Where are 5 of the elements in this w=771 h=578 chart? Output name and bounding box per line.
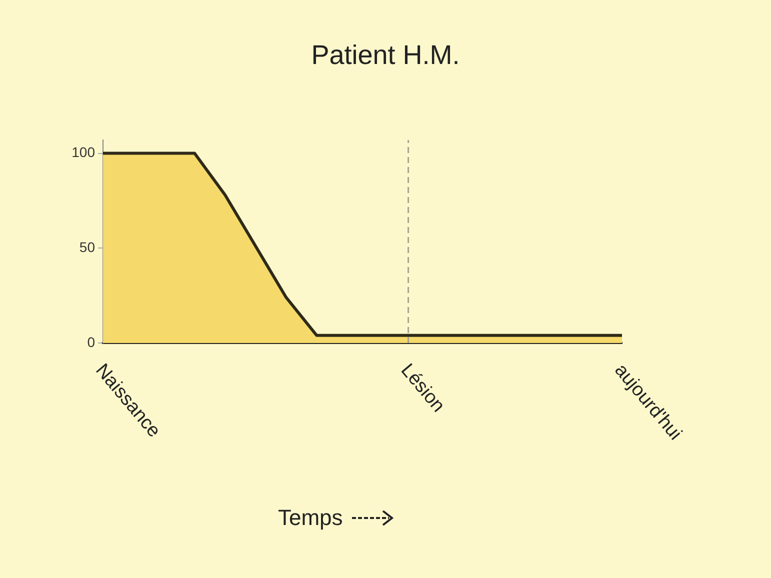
- y-tick-label: 100: [72, 144, 96, 160]
- y-tick-label: 50: [79, 239, 96, 255]
- x-axis-title: Temps: [278, 505, 343, 531]
- chart-title: Patient H.M.: [310, 40, 461, 71]
- y-tick-label: 0: [87, 334, 96, 350]
